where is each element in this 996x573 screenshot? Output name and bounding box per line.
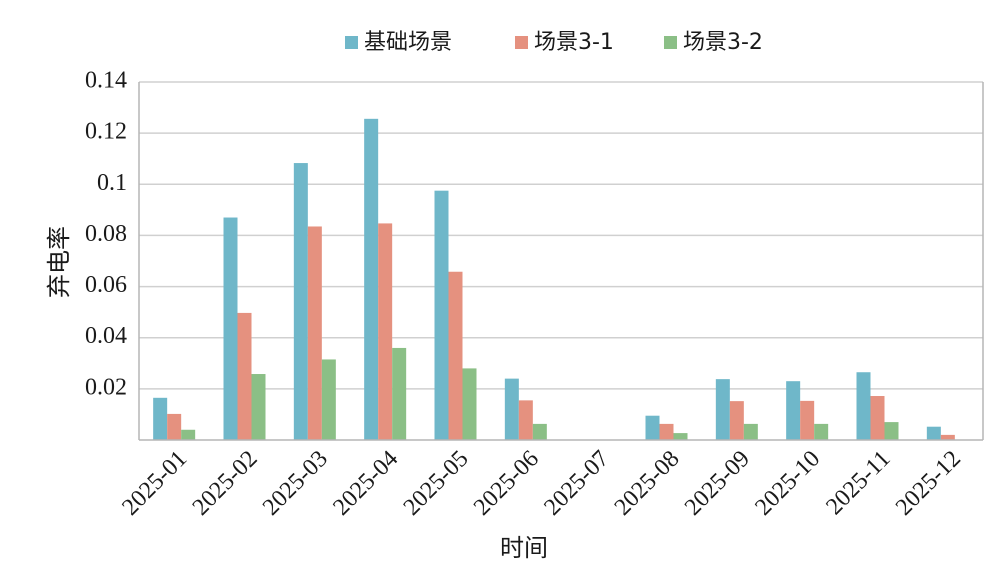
legend-swatch [515, 36, 528, 49]
x-tick-labels: 2025-012025-022025-032025-042025-052025-… [117, 446, 966, 521]
y-tick-labels: 0.02 0.04 0.06 0.08 0.1 0.12 0.14 [85, 68, 127, 401]
bar-8-1 [729, 401, 744, 440]
x-tick-label: 2025-06 [469, 446, 544, 521]
x-tick-label: 2025-05 [399, 446, 474, 521]
x-tick-label: 2025-09 [680, 446, 755, 521]
x-tick-label: 2025-01 [117, 446, 192, 521]
legend-swatch [664, 36, 677, 49]
y-tick-label: 0.1 [97, 170, 127, 196]
y-tick-label: 0.08 [85, 221, 127, 247]
bar-1-0 [223, 217, 238, 440]
legend-swatch [345, 36, 358, 49]
legend: 基础场景 场景3-1 场景3-2 [345, 30, 763, 55]
gridlines [139, 81, 983, 390]
bar-4-0 [434, 190, 449, 440]
y-tick-label: 0.06 [85, 272, 127, 298]
bar-1-2 [251, 374, 266, 440]
legend-label: 场景3-2 [683, 30, 763, 55]
x-tick-label: 2025-07 [539, 446, 614, 521]
bar-0-2 [181, 429, 196, 440]
bar-7-2 [673, 433, 688, 440]
bar-3-2 [392, 347, 407, 440]
bar-3-0 [364, 118, 379, 440]
bar-0-0 [153, 397, 168, 440]
bar-9-2 [814, 423, 829, 440]
bar-2-1 [307, 226, 322, 440]
bar-10-2 [884, 422, 899, 440]
bar-11-1 [940, 434, 955, 440]
bar-0-1 [167, 413, 182, 440]
bar-11-0 [926, 426, 941, 440]
legend-label: 场景3-1 [534, 30, 614, 55]
bar-5-1 [518, 400, 533, 440]
x-tick-label: 2025-04 [328, 446, 403, 521]
x-axis-title: 时间 [500, 534, 548, 562]
bar-8-2 [743, 423, 758, 440]
x-tick-label: 2025-10 [750, 446, 825, 521]
bar-2-0 [293, 163, 308, 440]
y-tick-label: 0.04 [85, 323, 127, 349]
x-tick-label: 2025-08 [610, 446, 685, 521]
x-tick-label: 2025-02 [188, 446, 263, 521]
x-tick-label: 2025-11 [821, 446, 895, 520]
x-tick-label: 2025-12 [891, 446, 966, 521]
bar-4-1 [448, 271, 463, 440]
bar-3-1 [378, 223, 393, 440]
bar-1-1 [237, 312, 252, 440]
y-tick-label: 0.12 [85, 119, 127, 145]
y-tick-label: 0.02 [85, 374, 127, 400]
bar-7-1 [659, 423, 674, 440]
bar-4-2 [462, 368, 477, 440]
bar-5-2 [532, 423, 547, 440]
bar-8-0 [715, 379, 730, 440]
y-tick-label: 0.14 [85, 68, 127, 94]
bar-10-1 [870, 396, 885, 440]
bar-9-1 [800, 400, 815, 440]
bar-5-0 [504, 378, 519, 440]
legend-label: 基础场景 [364, 30, 452, 55]
bar-9-0 [786, 381, 801, 440]
axes [138, 82, 984, 441]
bar-2-2 [321, 359, 336, 440]
bars [153, 118, 955, 440]
bar-7-0 [645, 415, 660, 440]
y-axis-title: 弃电率 [45, 226, 73, 298]
bar-10-0 [856, 372, 871, 440]
x-tick-label: 2025-03 [258, 446, 333, 521]
